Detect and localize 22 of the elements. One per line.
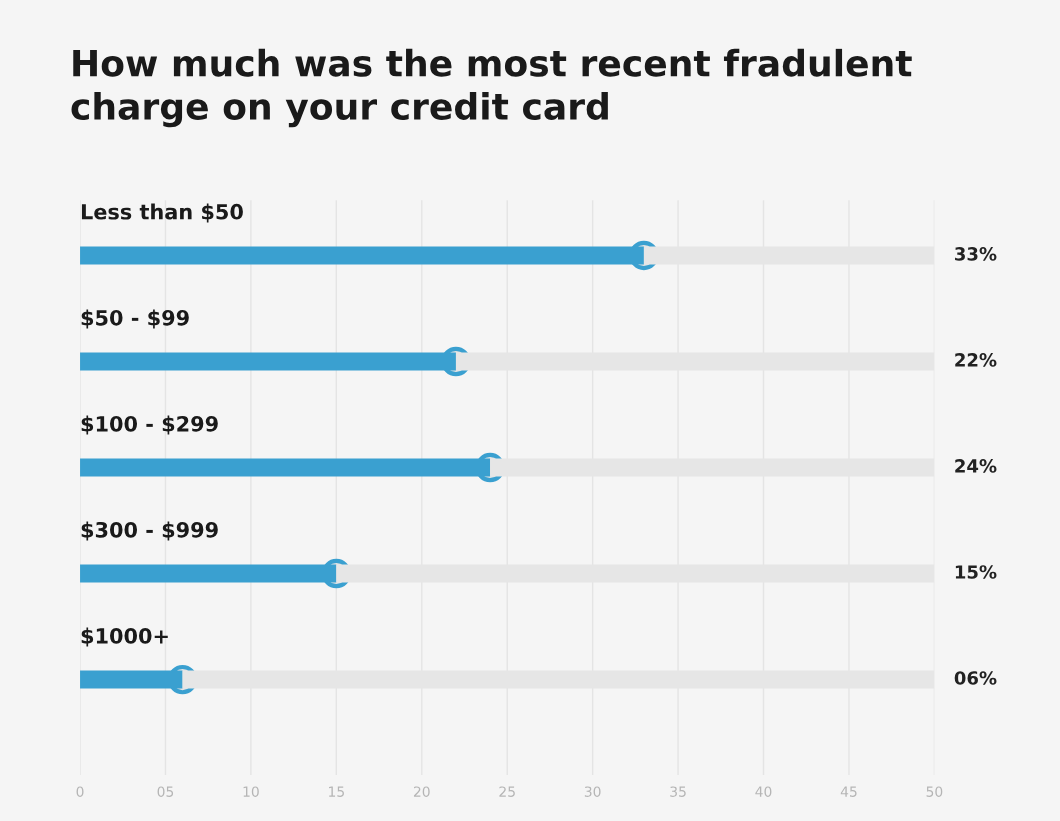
x-tick-label: 15 (329, 786, 344, 797)
x-tick-label: 0 (76, 786, 84, 797)
y-tick-label: Less than $50 (81, 203, 243, 223)
x-tick-label: 20 (413, 786, 430, 797)
y-tick-label: $1000+ (81, 627, 168, 647)
x-tick-label: 10 (243, 786, 259, 797)
data-label: 33% (955, 247, 997, 261)
x-tick-label: 35 (670, 786, 686, 797)
y-tick-label: $100 - $299 (81, 415, 218, 435)
y-tick-label: $300 - $999 (81, 521, 218, 541)
x-tick-label: 30 (584, 786, 601, 797)
data-label: 22% (955, 353, 997, 367)
x-tick-label: 25 (499, 786, 515, 797)
x-tick-label: 05 (157, 786, 174, 797)
x-tick-label: 45 (840, 786, 857, 797)
data-label: 06% (954, 671, 997, 685)
data-label: 15% (955, 565, 997, 579)
data-label: 24% (955, 459, 997, 473)
x-tick-label: 50 (926, 786, 943, 797)
y-tick-label: $50 - $99 (81, 309, 189, 329)
chart-title: How much was the most recent fradulent charge on your credit card (71, 48, 912, 128)
x-tick-label: 40 (755, 786, 772, 797)
